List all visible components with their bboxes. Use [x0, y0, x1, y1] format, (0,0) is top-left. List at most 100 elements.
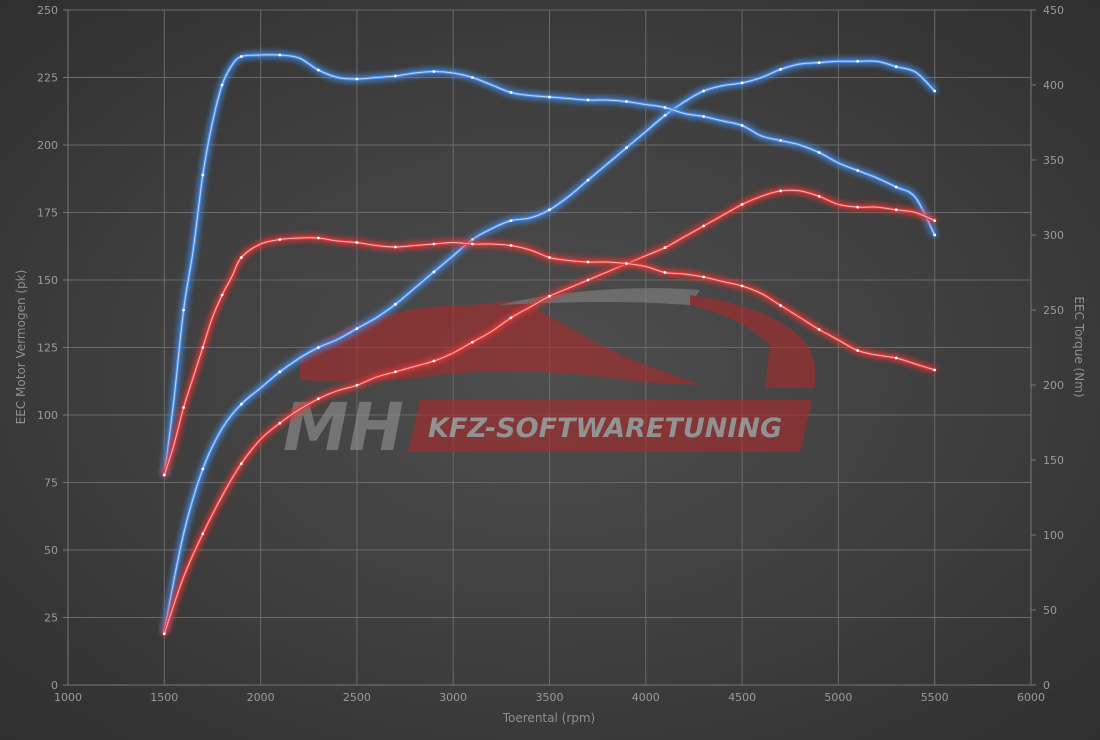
- series-point: [817, 194, 821, 198]
- y-right-tick-label: 150: [1043, 454, 1064, 467]
- y-left-tick-label: 175: [37, 207, 58, 220]
- series-point: [316, 346, 320, 349]
- series-point: [817, 61, 821, 65]
- x-axis-label: Toerental (rpm): [502, 711, 595, 725]
- series-point: [817, 151, 821, 154]
- series-point: [394, 370, 397, 374]
- series-point: [471, 242, 474, 246]
- series-point: [201, 173, 205, 177]
- series-1: [162, 53, 937, 477]
- y-right-tick-label: 200: [1043, 379, 1064, 392]
- series-point: [278, 421, 282, 425]
- series-point: [548, 256, 551, 259]
- y-right-tick-label: 0: [1043, 679, 1050, 692]
- series-point: [856, 169, 860, 172]
- series-point: [432, 242, 436, 246]
- y-right-tick-label: 400: [1043, 79, 1064, 92]
- series-point: [548, 95, 551, 99]
- series-point: [278, 238, 282, 241]
- series-point: [509, 219, 513, 223]
- series-point: [933, 368, 937, 372]
- series-point: [586, 278, 590, 282]
- x-tick-label: 3000: [439, 691, 467, 704]
- car-rear: [690, 295, 815, 388]
- series-point: [239, 462, 243, 465]
- series-point: [740, 81, 744, 85]
- y-left-tick-label: 25: [44, 612, 58, 625]
- series-point: [702, 224, 705, 228]
- series-point: [509, 316, 513, 320]
- series-point: [817, 328, 821, 331]
- series-point: [856, 205, 860, 209]
- y-left-tick-label: 75: [44, 477, 58, 490]
- y-right-tick-label: 50: [1043, 604, 1057, 617]
- series-point: [394, 245, 397, 249]
- series-point: [471, 340, 474, 344]
- y-left-tick-label: 50: [44, 544, 58, 557]
- series-point: [394, 302, 397, 306]
- x-tick-label: 2000: [247, 691, 275, 704]
- series-point: [702, 115, 705, 118]
- series-point: [278, 53, 282, 57]
- series-highlight-1: [163, 54, 936, 476]
- y-left-tick-label: 200: [37, 139, 58, 152]
- y-right-tick-label: 350: [1043, 154, 1064, 167]
- series-point: [740, 124, 744, 127]
- series-point: [432, 359, 436, 363]
- y-left-tick-label: 0: [51, 679, 58, 692]
- y-right-tick-label: 450: [1043, 4, 1064, 17]
- x-tick-label: 2500: [343, 691, 371, 704]
- car-roof-swoosh: [500, 288, 700, 305]
- series-point: [856, 59, 860, 63]
- series-point: [432, 70, 436, 73]
- x-tick-label: 5000: [824, 691, 852, 704]
- series: [162, 53, 937, 636]
- series-point: [625, 146, 628, 150]
- series-point: [471, 76, 474, 79]
- series-point: [702, 275, 705, 279]
- series-point: [779, 139, 783, 142]
- series-point: [471, 238, 474, 241]
- x-tick-label: 3500: [536, 691, 564, 704]
- series-point: [548, 294, 551, 298]
- series-point: [355, 241, 359, 244]
- x-tick-label: 1500: [150, 691, 178, 704]
- series-point: [586, 260, 590, 264]
- logo-banner: [408, 400, 812, 452]
- x-tick-label: 4000: [632, 691, 660, 704]
- series-point: [586, 98, 590, 102]
- series-point: [933, 219, 937, 223]
- y-axis-right-label: EEC Torque (Nm): [1072, 296, 1086, 397]
- axes: 1000 1500 2000 2500 3000 3500 4000 4500 5000 5500…: [37, 4, 1064, 704]
- series-point: [625, 100, 628, 103]
- series-point: [625, 262, 628, 265]
- y-right-tick-label: 250: [1043, 304, 1064, 317]
- series-3: [162, 236, 937, 477]
- series-2: [162, 188, 937, 636]
- y-left-tick-label: 100: [37, 409, 58, 422]
- series-point: [894, 356, 898, 360]
- series-point: [201, 346, 205, 349]
- series-point: [432, 270, 436, 274]
- x-tick-label: 4500: [728, 691, 756, 704]
- series-0: [162, 59, 937, 633]
- series-point: [355, 383, 359, 387]
- series-point: [239, 402, 243, 406]
- logo-tagline: KFZ-SOFTWARETUNING: [428, 413, 782, 444]
- series-point: [663, 271, 667, 274]
- y-right-tick-label: 300: [1043, 229, 1064, 242]
- series-point: [894, 65, 898, 69]
- y-right-tick-label: 100: [1043, 529, 1064, 542]
- series-point: [894, 208, 898, 212]
- series-point: [779, 189, 783, 193]
- x-tick-label: 6000: [1017, 691, 1045, 704]
- series-point: [663, 246, 667, 250]
- series-point: [509, 244, 513, 247]
- series-point: [355, 77, 359, 81]
- series-point: [663, 113, 667, 117]
- series-point: [316, 397, 320, 401]
- series-point: [779, 68, 783, 71]
- y-left-tick-label: 125: [37, 342, 58, 355]
- series-point: [201, 532, 205, 536]
